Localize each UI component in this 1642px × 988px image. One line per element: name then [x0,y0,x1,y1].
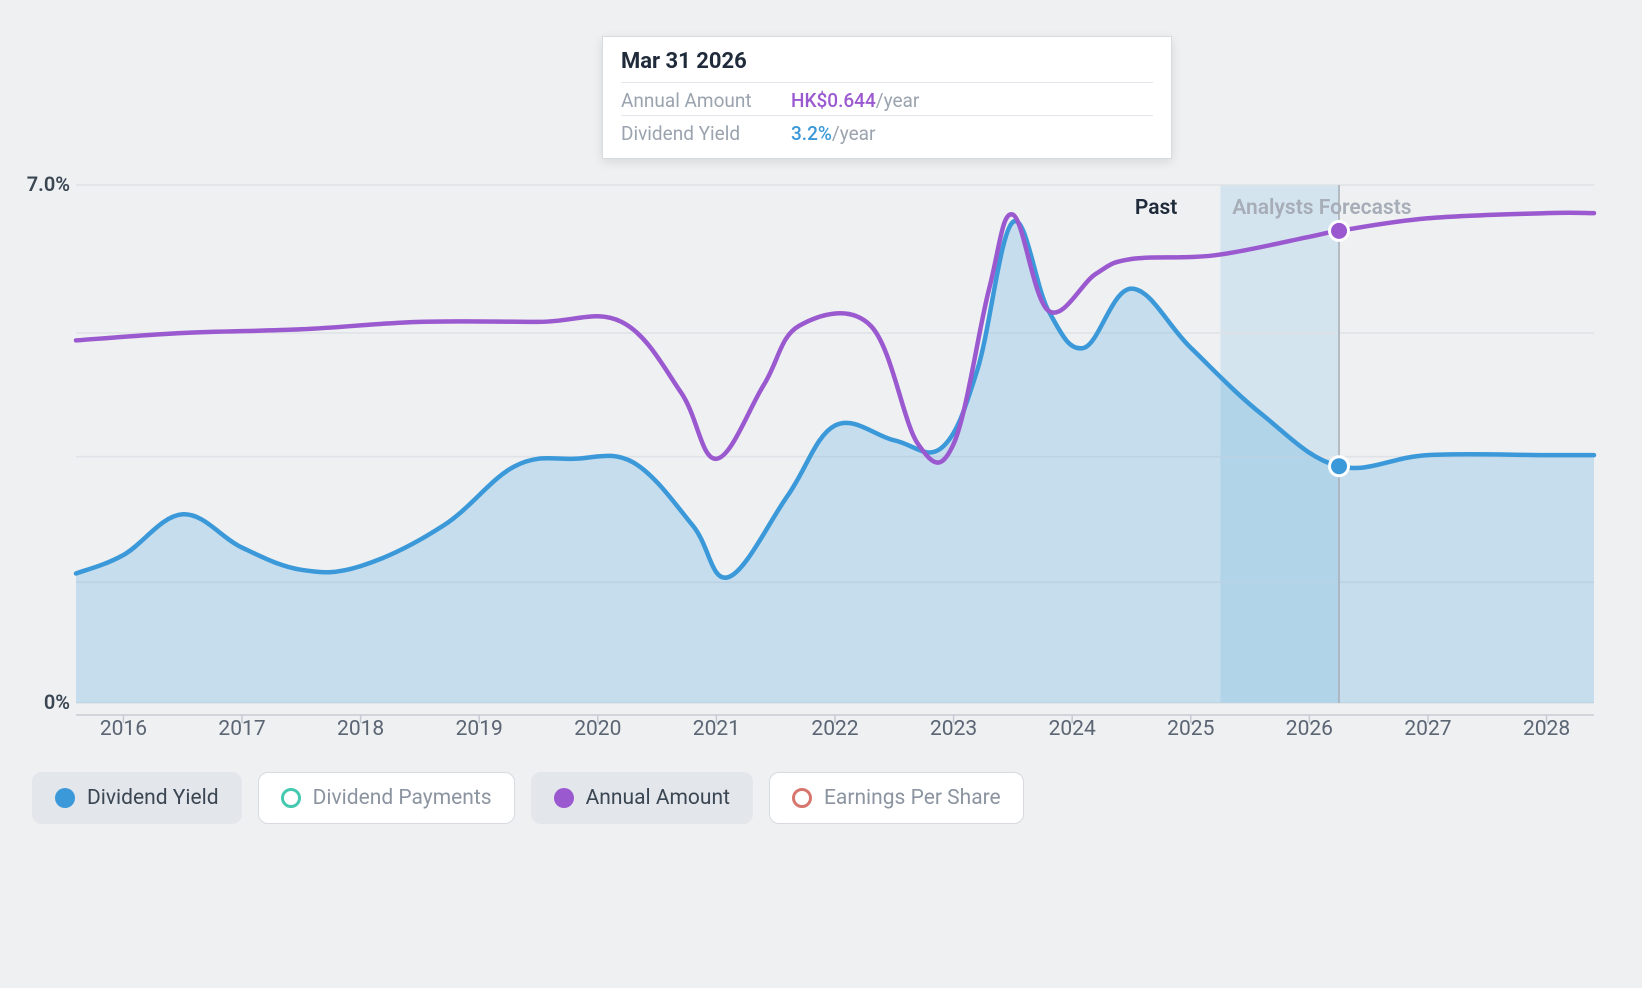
svg-text:2016: 2016 [100,717,147,741]
tooltip-row-annual-amount: Annual Amount HK$0.644 /year [621,82,1153,115]
legend-label: Dividend Yield [87,786,219,810]
svg-text:2021: 2021 [693,717,740,741]
legend-label: Annual Amount [586,786,730,810]
hover-tooltip: Mar 31 2026 Annual Amount HK$0.644 /year… [602,36,1172,159]
svg-text:2023: 2023 [930,717,977,741]
dividend-chart: 0% 7.0% 2016 2017 2018 2019 2020 2021 2022 2023 20… [0,0,1642,988]
legend-swatch [281,788,301,808]
svg-text:2024: 2024 [1049,717,1096,741]
svg-text:2028: 2028 [1523,717,1570,741]
svg-text:0%: 0% [44,690,70,714]
svg-text:2018: 2018 [337,717,384,741]
chart-legend: Dividend Yield Dividend Payments Annual … [32,772,1024,824]
svg-text:2026: 2026 [1286,717,1333,741]
tooltip-label: Annual Amount [621,89,791,112]
tooltip-date: Mar 31 2026 [621,49,1153,82]
legend-swatch [554,788,574,808]
tooltip-suffix: /year [876,89,920,112]
legend-item-annual-amount[interactable]: Annual Amount [531,772,753,824]
tooltip-value: 3.2% [791,122,832,145]
svg-text:2017: 2017 [218,717,265,741]
svg-text:7.0%: 7.0% [27,172,70,196]
legend-swatch [55,788,75,808]
tooltip-row-dividend-yield: Dividend Yield 3.2% /year [621,115,1153,148]
tooltip-label: Dividend Yield [621,122,791,145]
svg-text:2027: 2027 [1404,717,1451,741]
svg-text:2019: 2019 [456,717,503,741]
svg-text:2025: 2025 [1167,717,1214,741]
svg-text:2020: 2020 [574,717,621,741]
legend-item-dividend-payments[interactable]: Dividend Payments [258,772,515,824]
label-forecast: Analysts Forecasts [1232,196,1411,220]
legend-item-earnings-per-share[interactable]: Earnings Per Share [769,772,1024,824]
tooltip-value: HK$0.644 [791,89,876,112]
legend-label: Earnings Per Share [824,786,1001,810]
legend-item-dividend-yield[interactable]: Dividend Yield [32,772,242,824]
tooltip-suffix: /year [832,122,876,145]
legend-swatch [792,788,812,808]
label-past: Past [1135,196,1178,220]
legend-label: Dividend Payments [313,786,492,810]
svg-text:2022: 2022 [811,717,858,741]
